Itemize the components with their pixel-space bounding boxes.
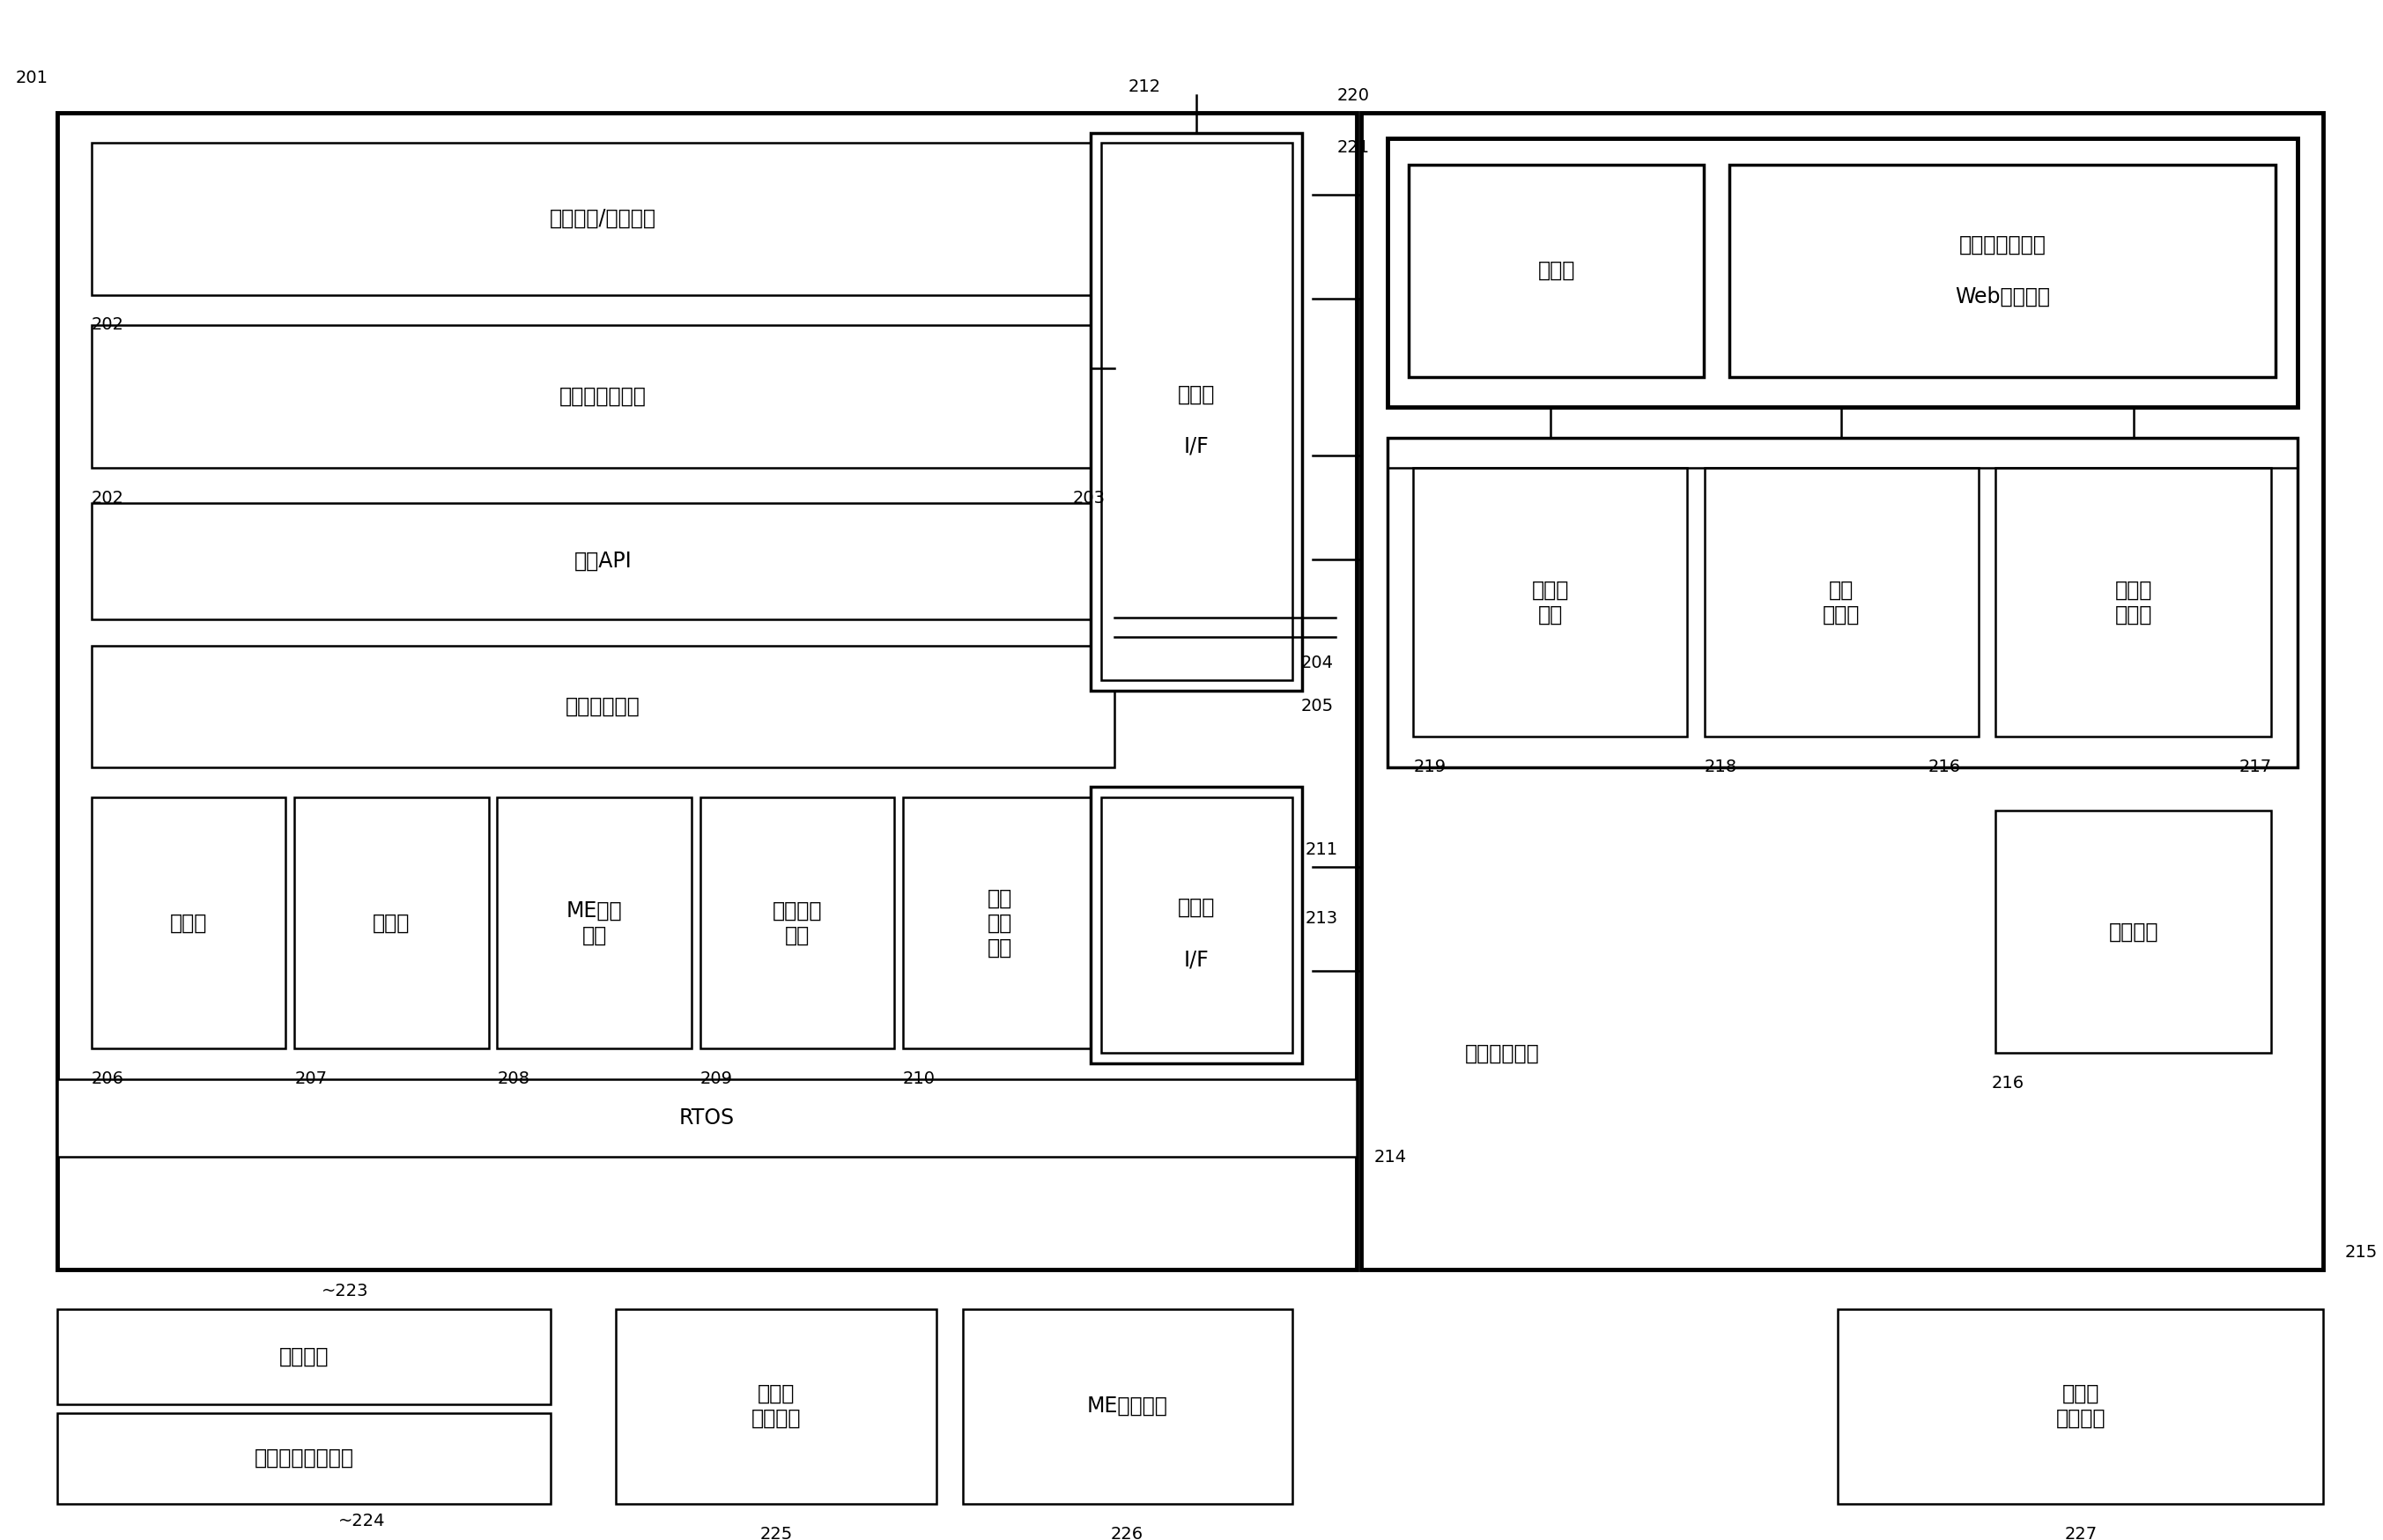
Text: 216: 216 (1928, 758, 1961, 775)
Text: 214: 214 (1375, 1149, 1406, 1166)
Bar (1101, 143, 1292, 681)
Bar (1387, 139, 2297, 408)
Text: 数据
管理
模块: 数据 管理 模块 (987, 889, 1013, 958)
Text: 数据发送/接收模块: 数据发送/接收模块 (550, 208, 655, 229)
Text: 218: 218 (1704, 758, 1737, 775)
Bar (1361, 112, 2323, 1271)
Bar (1413, 468, 1687, 736)
Bar (1101, 798, 1292, 1053)
Text: ME控制
模块: ME控制 模块 (567, 901, 622, 946)
Bar (57, 1309, 550, 1404)
Bar (1995, 810, 2271, 1053)
Text: ~224: ~224 (338, 1512, 386, 1529)
Bar (57, 112, 1356, 1271)
Text: RTOS: RTOS (679, 1107, 734, 1129)
Text: 202: 202 (91, 316, 124, 333)
Bar (57, 1080, 1356, 1157)
Text: 206: 206 (91, 1070, 124, 1087)
Text: 209: 209 (701, 1070, 732, 1087)
Bar (1091, 787, 1304, 1064)
Text: 202: 202 (91, 490, 124, 507)
Text: 203: 203 (1072, 490, 1106, 507)
Text: 渲染器
驱动程序: 渲染器 驱动程序 (751, 1383, 801, 1429)
Bar (903, 798, 1096, 1049)
Bar (701, 798, 894, 1049)
Text: 219: 219 (1413, 758, 1446, 775)
Bar (1837, 1309, 2323, 1505)
Text: 协议堆栈: 协议堆栈 (279, 1346, 329, 1368)
Text: 过滤器: 过滤器 (1537, 260, 1575, 280)
Text: 控制台
驱动程序: 控制台 驱动程序 (2057, 1383, 2107, 1429)
Text: Web应用程序: Web应用程序 (1954, 286, 2049, 306)
Text: 图像处理
模块: 图像处理 模块 (772, 901, 822, 946)
Bar (1408, 165, 1704, 377)
Text: 210: 210 (903, 1070, 937, 1087)
Text: I/F: I/F (1184, 436, 1208, 457)
Bar (91, 325, 1115, 468)
Text: 221: 221 (1337, 139, 1370, 156)
Bar (57, 1412, 550, 1505)
Text: 作业
控制库: 作业 控制库 (1823, 579, 1861, 625)
Bar (615, 1309, 937, 1505)
Text: 225: 225 (760, 1526, 794, 1540)
Text: 207: 207 (295, 1070, 326, 1087)
Text: 213: 213 (1306, 910, 1337, 927)
Text: 控制API: 控制API (574, 550, 631, 571)
Bar (91, 143, 1115, 294)
Bar (963, 1309, 1292, 1505)
Bar (91, 645, 1115, 767)
Bar (1730, 165, 2276, 377)
Text: ME驱动程序: ME驱动程序 (1087, 1395, 1168, 1417)
Text: 217: 217 (2238, 758, 2271, 775)
Bar (91, 502, 1115, 619)
Bar (498, 798, 691, 1049)
Text: 227: 227 (2064, 1526, 2097, 1540)
Text: 嵌入式应用程序: 嵌入式应用程序 (560, 385, 646, 407)
Text: 201: 201 (17, 69, 48, 86)
Text: ~223: ~223 (322, 1283, 369, 1300)
Text: 各种应用程序和: 各种应用程序和 (1959, 234, 2047, 256)
Bar (295, 798, 489, 1049)
Text: 解释程序: 解释程序 (2109, 921, 2159, 942)
Text: 外部层: 外部层 (1177, 383, 1215, 405)
Bar (1091, 132, 1304, 691)
Text: 226: 226 (1110, 1526, 1144, 1540)
Text: I/F: I/F (1184, 949, 1208, 970)
Bar (1704, 468, 1978, 736)
Text: 216: 216 (1992, 1075, 2023, 1092)
Bar (91, 798, 286, 1049)
Bar (1995, 468, 2271, 736)
Text: 205: 205 (1301, 698, 1334, 715)
Text: 208: 208 (498, 1070, 529, 1087)
Text: 215: 215 (2345, 1244, 2378, 1261)
Text: 内部层: 内部层 (1177, 896, 1215, 918)
Text: 作业控制模块: 作业控制模块 (565, 696, 641, 718)
Text: 220: 220 (1337, 86, 1370, 103)
Text: 渲染器: 渲染器 (372, 913, 410, 933)
Text: 211: 211 (1306, 841, 1337, 858)
Text: 204: 204 (1301, 654, 1332, 671)
Text: 外部接口驱动程序: 外部接口驱动程序 (255, 1448, 353, 1469)
Bar (1387, 437, 2297, 767)
Text: 翻译器: 翻译器 (169, 913, 207, 933)
Text: 解释程序环境: 解释程序环境 (1466, 1043, 1539, 1064)
Text: 标准库
与框架: 标准库 与框架 (2114, 579, 2152, 625)
Text: 212: 212 (1127, 79, 1161, 95)
Text: 过滤器
框架: 过滤器 框架 (1532, 579, 1568, 625)
